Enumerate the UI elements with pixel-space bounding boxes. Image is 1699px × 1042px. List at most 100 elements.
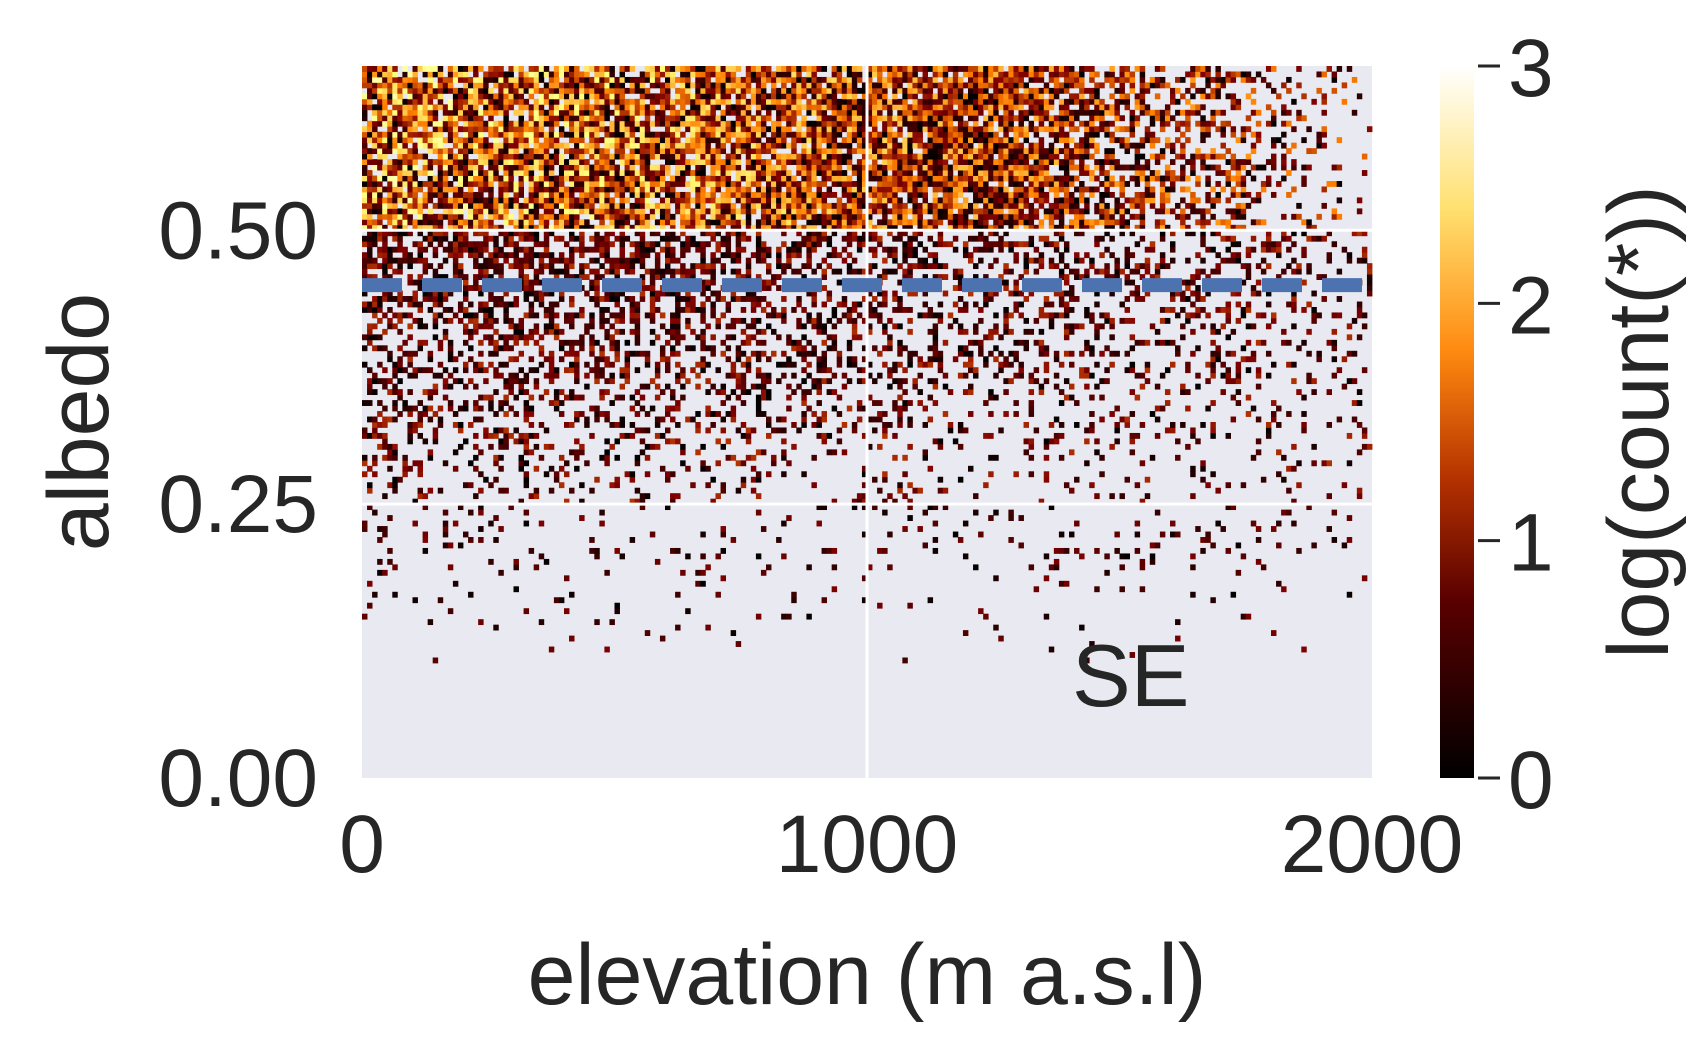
heatmap-cell xyxy=(1276,241,1282,248)
heatmap-cell xyxy=(1240,345,1247,352)
heatmap-cell xyxy=(654,252,661,259)
heatmap-cell xyxy=(659,235,666,242)
heatmap-cell xyxy=(1028,241,1035,248)
heatmap-cell xyxy=(851,334,858,341)
heatmap-cell xyxy=(523,263,530,270)
heatmap-cell xyxy=(478,449,484,456)
heatmap-cell xyxy=(776,191,782,198)
heatmap-cell xyxy=(452,219,459,226)
heatmap-cell xyxy=(659,213,666,220)
heatmap-cell xyxy=(387,230,393,237)
heatmap-cell xyxy=(670,224,676,231)
heatmap-cell xyxy=(1170,296,1176,302)
heatmap-cell xyxy=(639,498,646,505)
heatmap-cell xyxy=(1225,547,1231,554)
heatmap-cell xyxy=(851,257,858,264)
heatmap-cell xyxy=(558,235,565,242)
heatmap-cell xyxy=(594,197,600,204)
heatmap-cell xyxy=(387,219,393,226)
heatmap-cell xyxy=(882,181,888,187)
heatmap-cell xyxy=(705,263,711,270)
heatmap-cell xyxy=(841,312,848,319)
heatmap-cell xyxy=(498,334,504,341)
heatmap-cell xyxy=(1079,350,1085,357)
heatmap-cell xyxy=(801,350,807,357)
heatmap-cell xyxy=(463,224,469,231)
heatmap-cell xyxy=(1084,268,1090,275)
heatmap-cell xyxy=(1159,263,1166,270)
heatmap-cell xyxy=(579,345,585,352)
heatmap-cell xyxy=(362,175,368,182)
heatmap-cell xyxy=(412,224,418,231)
heatmap-cell xyxy=(922,246,928,253)
heatmap-cell xyxy=(806,317,812,324)
heatmap-cell xyxy=(1240,553,1247,560)
heatmap-cell xyxy=(473,367,479,374)
heatmap-cell xyxy=(937,367,944,374)
heatmap-cell xyxy=(372,235,378,242)
heatmap-cell xyxy=(1336,181,1343,187)
heatmap-cell xyxy=(397,175,403,182)
heatmap-cell xyxy=(816,170,822,176)
heatmap-cell xyxy=(1286,487,1292,494)
heatmap-cell xyxy=(725,252,732,259)
heatmap-cell xyxy=(725,170,732,176)
heatmap-cell xyxy=(730,630,737,636)
heatmap-cell xyxy=(548,487,555,494)
heatmap-cell xyxy=(1109,219,1115,226)
heatmap-cell xyxy=(715,389,721,396)
heatmap-cell xyxy=(604,449,610,456)
heatmap-cell xyxy=(1053,290,1060,297)
heatmap-cell xyxy=(1058,257,1065,264)
heatmap-cell xyxy=(382,493,388,500)
heatmap-cell xyxy=(973,274,979,280)
heatmap-cell xyxy=(1048,564,1055,571)
heatmap-cell xyxy=(614,235,620,242)
heatmap-cell xyxy=(1286,235,1292,242)
heatmap-cell xyxy=(755,553,762,560)
heatmap-cell xyxy=(1018,170,1024,176)
heatmap-cell xyxy=(442,378,449,385)
heatmap-cell xyxy=(791,443,797,450)
heatmap-cell xyxy=(654,558,661,565)
heatmap-cell xyxy=(1008,181,1014,187)
heatmap-cell xyxy=(1104,246,1110,253)
heatmap-cell xyxy=(1008,224,1014,231)
heatmap-cell xyxy=(720,241,726,248)
heatmap-cell xyxy=(624,296,631,302)
heatmap-cell xyxy=(569,175,575,182)
heatmap-cell xyxy=(776,186,782,193)
heatmap-cell xyxy=(1346,323,1353,330)
heatmap-cell xyxy=(1159,191,1166,198)
heatmap-cell xyxy=(1281,586,1287,593)
heatmap-cell xyxy=(1336,268,1343,275)
heatmap-cell xyxy=(710,383,716,390)
heatmap-cell xyxy=(538,553,545,560)
heatmap-cell xyxy=(1063,175,1070,182)
heatmap-cell xyxy=(473,432,479,439)
heatmap-cell xyxy=(1180,334,1186,341)
heatmap-cell xyxy=(897,175,903,182)
heatmap-cell xyxy=(710,235,716,242)
heatmap-cell xyxy=(1018,241,1024,248)
heatmap-cell xyxy=(806,389,812,396)
heatmap-cell xyxy=(826,252,833,259)
heatmap-cell xyxy=(665,471,671,478)
heatmap-cell xyxy=(589,235,595,242)
heatmap-cell xyxy=(952,317,959,324)
heatmap-cell xyxy=(1094,268,1100,275)
heatmap-cell xyxy=(639,504,646,511)
heatmap-cell xyxy=(1225,372,1231,379)
heatmap-cell xyxy=(518,219,524,226)
heatmap-cell xyxy=(806,241,812,248)
heatmap-cell xyxy=(548,400,555,406)
heatmap-cell xyxy=(1109,493,1115,500)
heatmap-cell xyxy=(760,339,767,346)
heatmap-cell xyxy=(1331,241,1338,248)
heatmap-cell xyxy=(1276,580,1282,587)
heatmap-cell xyxy=(447,181,454,187)
heatmap-cell xyxy=(1154,416,1161,423)
heatmap-cell xyxy=(488,361,494,368)
heatmap-cell xyxy=(1099,181,1105,187)
heatmap-cell xyxy=(1079,274,1085,280)
